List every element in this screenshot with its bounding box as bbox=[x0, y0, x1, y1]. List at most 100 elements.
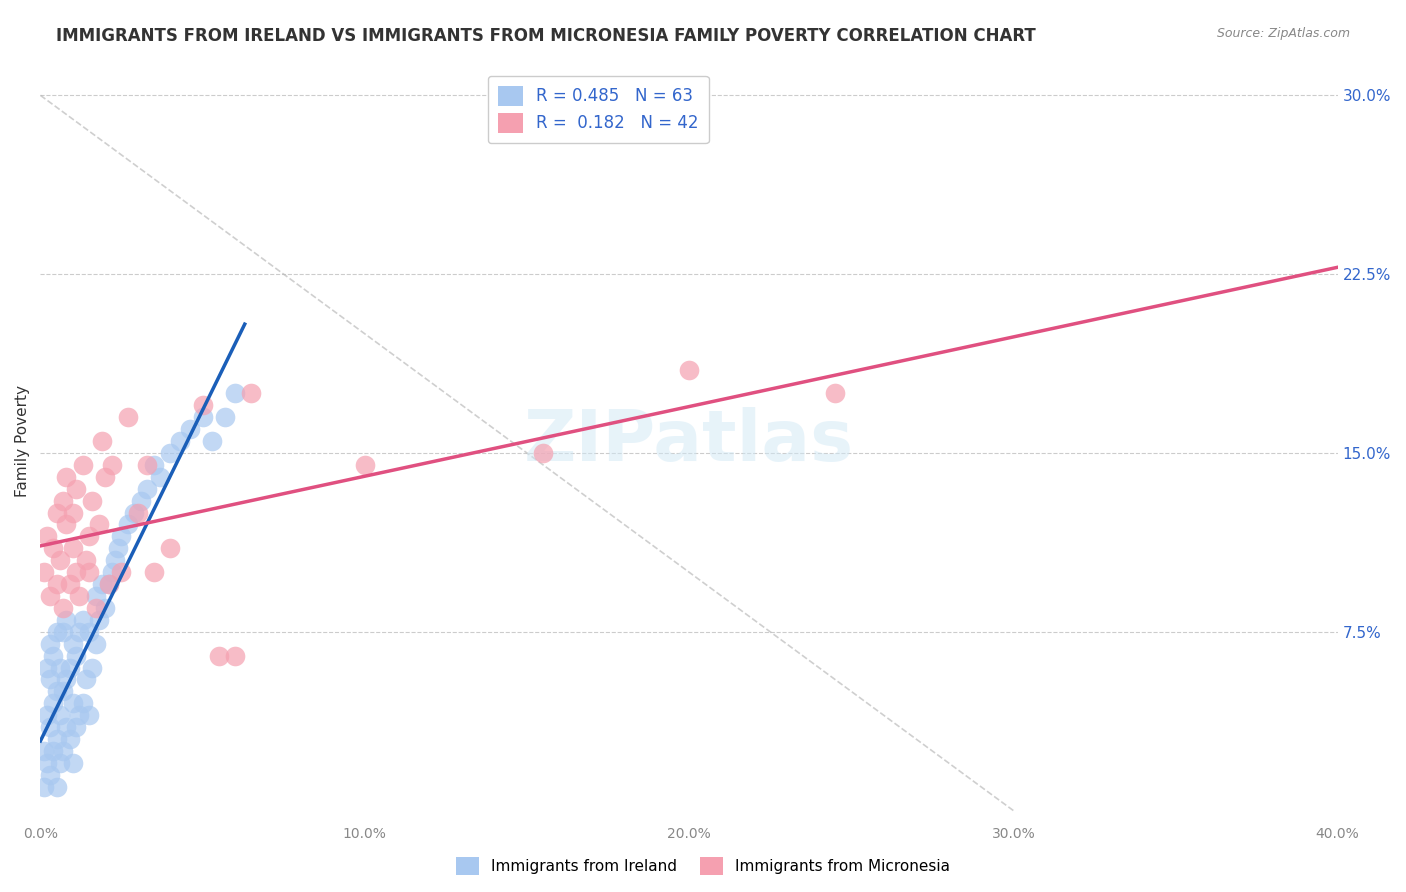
Point bbox=[65, 482, 87, 496]
Point bbox=[45, 624, 67, 639]
Point bbox=[240, 386, 263, 401]
Point bbox=[94, 470, 117, 484]
Point bbox=[97, 577, 120, 591]
Text: Source: ZipAtlas.com: Source: ZipAtlas.com bbox=[1216, 27, 1350, 40]
Point bbox=[117, 410, 139, 425]
Point bbox=[52, 493, 75, 508]
Point bbox=[72, 696, 94, 710]
Point bbox=[39, 720, 62, 734]
Point bbox=[104, 553, 127, 567]
Point bbox=[531, 446, 554, 460]
Point bbox=[67, 624, 90, 639]
Point bbox=[117, 517, 139, 532]
Point bbox=[55, 470, 77, 484]
Point bbox=[142, 565, 165, 579]
Point bbox=[84, 589, 107, 603]
Point bbox=[94, 601, 117, 615]
Point bbox=[142, 458, 165, 472]
Point bbox=[136, 482, 159, 496]
Text: ZIPatlas: ZIPatlas bbox=[524, 407, 853, 475]
Point bbox=[32, 565, 55, 579]
Point bbox=[39, 637, 62, 651]
Point bbox=[91, 434, 114, 448]
Point bbox=[49, 553, 72, 567]
Point bbox=[32, 744, 55, 758]
Point bbox=[77, 624, 100, 639]
Point bbox=[214, 410, 236, 425]
Point bbox=[59, 577, 82, 591]
Point bbox=[353, 458, 375, 472]
Point bbox=[191, 398, 214, 412]
Point bbox=[159, 446, 181, 460]
Legend: R = 0.485   N = 63, R =  0.182   N = 42: R = 0.485 N = 63, R = 0.182 N = 42 bbox=[488, 76, 709, 143]
Y-axis label: Family Poverty: Family Poverty bbox=[15, 385, 30, 497]
Point bbox=[129, 493, 152, 508]
Point bbox=[84, 637, 107, 651]
Point bbox=[159, 541, 181, 556]
Point bbox=[127, 506, 149, 520]
Point bbox=[149, 470, 172, 484]
Point bbox=[39, 768, 62, 782]
Point bbox=[35, 529, 58, 543]
Point bbox=[42, 696, 65, 710]
Point bbox=[55, 673, 77, 687]
Point bbox=[45, 780, 67, 794]
Point bbox=[42, 648, 65, 663]
Point bbox=[110, 529, 132, 543]
Point bbox=[75, 673, 97, 687]
Point bbox=[39, 673, 62, 687]
Point bbox=[52, 624, 75, 639]
Point bbox=[110, 565, 132, 579]
Point bbox=[77, 708, 100, 723]
Point bbox=[52, 744, 75, 758]
Point bbox=[62, 637, 84, 651]
Point bbox=[100, 458, 122, 472]
Legend: Immigrants from Ireland, Immigrants from Micronesia: Immigrants from Ireland, Immigrants from… bbox=[451, 852, 955, 880]
Point bbox=[35, 708, 58, 723]
Point bbox=[208, 648, 231, 663]
Point bbox=[52, 684, 75, 698]
Point bbox=[59, 731, 82, 746]
Point bbox=[35, 660, 58, 674]
Point bbox=[62, 506, 84, 520]
Point bbox=[82, 493, 104, 508]
Point bbox=[55, 517, 77, 532]
Point bbox=[87, 613, 110, 627]
Point bbox=[55, 613, 77, 627]
Point bbox=[62, 541, 84, 556]
Point bbox=[75, 553, 97, 567]
Point bbox=[42, 744, 65, 758]
Point bbox=[45, 506, 67, 520]
Point bbox=[72, 458, 94, 472]
Point bbox=[62, 756, 84, 770]
Point bbox=[55, 720, 77, 734]
Point bbox=[52, 601, 75, 615]
Point bbox=[67, 589, 90, 603]
Point bbox=[179, 422, 201, 436]
Point bbox=[62, 696, 84, 710]
Point bbox=[100, 565, 122, 579]
Point bbox=[107, 541, 129, 556]
Point bbox=[97, 577, 120, 591]
Point bbox=[201, 434, 224, 448]
Point bbox=[65, 648, 87, 663]
Point bbox=[224, 648, 246, 663]
Point bbox=[72, 613, 94, 627]
Point bbox=[39, 589, 62, 603]
Point bbox=[45, 577, 67, 591]
Point bbox=[65, 720, 87, 734]
Point bbox=[67, 708, 90, 723]
Point bbox=[77, 565, 100, 579]
Point bbox=[49, 756, 72, 770]
Point bbox=[82, 660, 104, 674]
Point bbox=[84, 601, 107, 615]
Point bbox=[124, 506, 146, 520]
Point bbox=[42, 541, 65, 556]
Point bbox=[678, 362, 700, 376]
Text: IMMIGRANTS FROM IRELAND VS IMMIGRANTS FROM MICRONESIA FAMILY POVERTY CORRELATION: IMMIGRANTS FROM IRELAND VS IMMIGRANTS FR… bbox=[56, 27, 1036, 45]
Point bbox=[65, 565, 87, 579]
Point bbox=[35, 756, 58, 770]
Point bbox=[224, 386, 246, 401]
Point bbox=[191, 410, 214, 425]
Point bbox=[824, 386, 846, 401]
